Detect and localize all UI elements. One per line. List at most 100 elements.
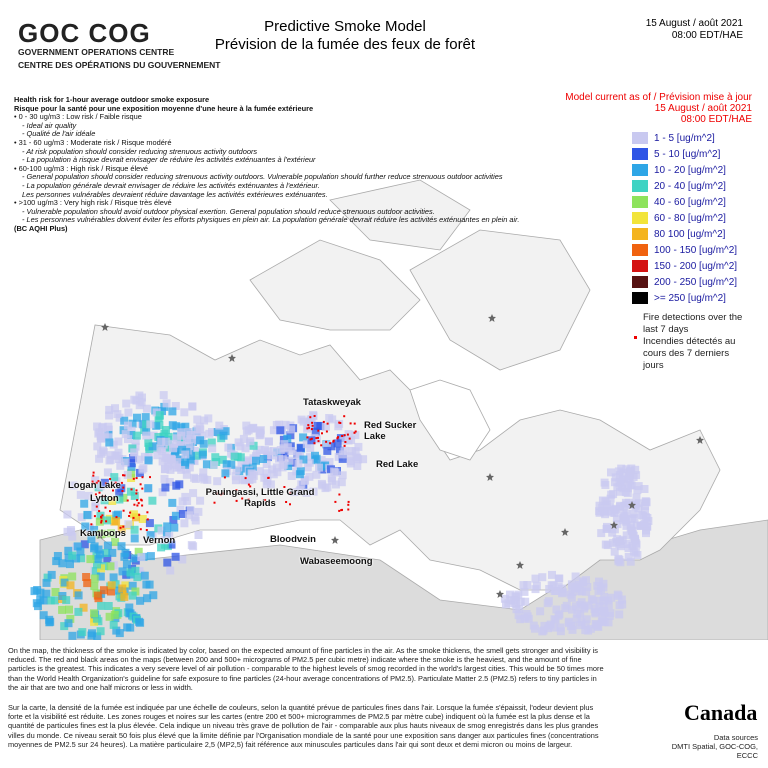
smoke-cell: [597, 529, 606, 538]
smoke-cell: [632, 540, 641, 549]
smoke-cell: [74, 591, 83, 600]
smoke-cell: [136, 618, 145, 627]
fire-dot: [339, 422, 342, 424]
sources-line: ECCC: [736, 751, 758, 760]
smoke-cell: [269, 447, 278, 455]
smoke-cell: [84, 491, 93, 500]
smoke-cell: [108, 497, 117, 505]
smoke-cell: [262, 460, 271, 469]
fire-dot: [132, 516, 135, 519]
smoke-cell: [189, 489, 198, 498]
smoke-cell: [327, 442, 336, 451]
smoke-cell: [118, 584, 127, 593]
smoke-cell: [158, 447, 167, 456]
smoke-cell: [600, 608, 609, 617]
smoke-cell: [178, 497, 187, 506]
health-line: • 31 - 60 ug/m3 : Moderate risk / Risque…: [14, 137, 172, 147]
smoke-cell: [622, 531, 631, 540]
smoke-cell: [43, 573, 52, 582]
smoke-cell: [122, 560, 131, 569]
smoke-cell: [607, 593, 616, 602]
smoke-cell: [640, 485, 649, 493]
smoke-cell: [269, 426, 278, 435]
smoke-cell: [96, 550, 104, 559]
smoke-cell: [187, 451, 195, 460]
smoke-cell: [39, 611, 48, 620]
smoke-cell: [242, 421, 251, 430]
sources-line: DMTI Spatial, GOC-COG,: [671, 742, 758, 751]
smoke-cell: [249, 423, 258, 432]
smoke-cell: [532, 581, 541, 590]
smoke-cell: [236, 442, 245, 451]
smoke-cell: [127, 459, 136, 468]
fire-dot: [100, 516, 103, 519]
smoke-cell: [312, 454, 321, 463]
fire-dot: [138, 513, 141, 516]
smoke-cell: [194, 531, 203, 539]
smoke-cell: [643, 522, 652, 531]
smoke-cell: [86, 555, 95, 564]
legend-swatch: [632, 244, 648, 256]
smoke-cell: [514, 611, 523, 620]
smoke-cell: [568, 625, 577, 634]
smoke-cell: [142, 431, 151, 440]
smoke-cell: [500, 594, 509, 603]
smoke-cell: [202, 460, 211, 469]
fire-dot: [94, 493, 97, 496]
smoke-cell: [302, 488, 311, 497]
fire-dot: [135, 477, 138, 480]
smoke-cell: [194, 507, 203, 516]
fire-dot: [309, 416, 312, 419]
smoke-cell: [145, 580, 154, 589]
health-line: • >100 ug/m3 : Very high risk / Risque t…: [14, 198, 172, 208]
smoke-cell: [103, 554, 112, 563]
footer-fr: Sur la carte, la densité de la fumée est…: [8, 703, 599, 749]
smoke-cell: [279, 444, 288, 453]
smoke-cell: [111, 404, 119, 413]
smoke-cell: [106, 562, 115, 571]
smoke-cell: [297, 480, 306, 489]
smoke-cell: [295, 470, 304, 479]
smoke-cell: [113, 410, 122, 419]
fire-dot: [343, 415, 346, 418]
smoke-cell: [256, 428, 265, 437]
smoke-cell: [580, 602, 589, 611]
model-line: 15 August / août 2021: [654, 103, 752, 114]
smoke-cell: [168, 498, 177, 507]
smoke-cell: [200, 416, 209, 425]
smoke-cell: [167, 540, 176, 549]
smoke-cell: [104, 602, 113, 610]
smoke-cell: [641, 507, 649, 516]
smoke-cell: [127, 431, 136, 439]
smoke-cell: [81, 522, 90, 531]
smoke-cell: [255, 467, 264, 476]
smoke-cell: [186, 456, 195, 465]
smoke-cell: [189, 542, 198, 551]
smoke-cell: [112, 511, 121, 520]
smoke-cell: [144, 484, 153, 493]
smoke-cell: [623, 540, 632, 548]
smoke-cell: [317, 456, 326, 465]
fire-dot: [130, 488, 133, 491]
smoke-cell: [593, 581, 602, 590]
smoke-cell: [346, 457, 355, 466]
fire-dot: [317, 429, 320, 432]
smoke-cell: [221, 427, 230, 436]
fire-dot: [139, 483, 142, 486]
smoke-cell: [96, 627, 105, 636]
smoke-cell: [549, 581, 558, 590]
smoke-cell: [138, 515, 147, 523]
smoke-cell: [100, 496, 109, 505]
fire-dot: [141, 504, 144, 507]
smoke-cell: [185, 442, 193, 451]
smoke-cell: [175, 441, 184, 450]
smoke-cell: [91, 476, 100, 485]
smoke-cell: [582, 587, 591, 596]
smoke-cell: [312, 470, 321, 479]
legend-item: 100 - 150 [ug/m^2]: [632, 242, 752, 258]
health-line: Risque pour la santé pour une exposition…: [14, 103, 314, 113]
fire-dot: [102, 495, 105, 498]
smoke-cell: [599, 603, 608, 612]
fire-dot: [136, 499, 139, 502]
smoke-cell: [91, 503, 100, 512]
